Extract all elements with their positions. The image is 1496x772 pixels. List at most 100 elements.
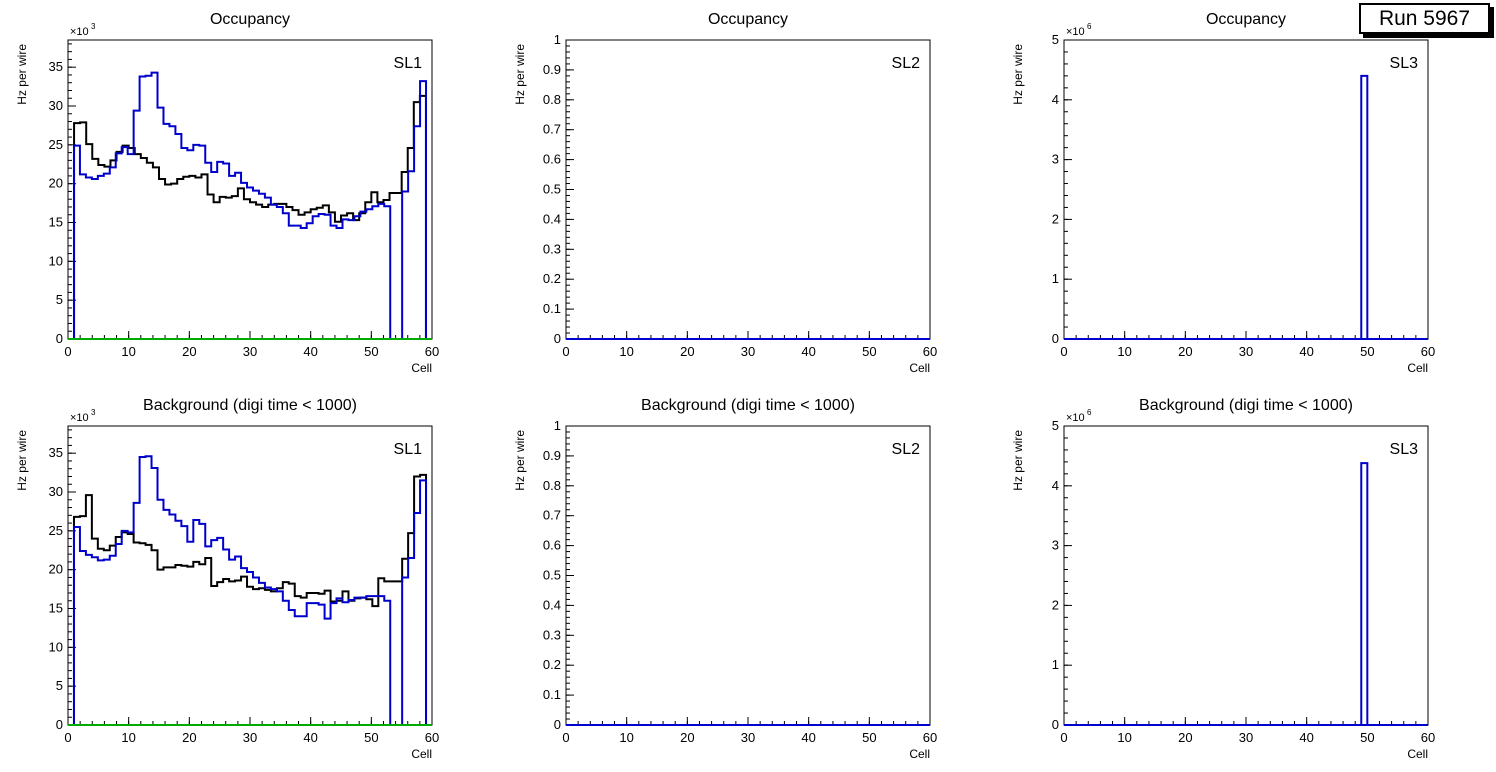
chart-title: Background (digi time < 1000) xyxy=(1139,397,1353,414)
svg-text:3: 3 xyxy=(91,408,96,417)
x-tick-label: 30 xyxy=(741,730,755,745)
y-tick-label: 0.2 xyxy=(543,271,561,286)
x-tick-label: 60 xyxy=(425,730,439,745)
svg-text:×10: ×10 xyxy=(1066,412,1085,424)
x-tick-label: 30 xyxy=(243,730,257,745)
histogram-layer-blue xyxy=(1064,462,1428,726)
x-axis-title: Cell xyxy=(411,361,432,375)
x-tick-label: 20 xyxy=(182,730,196,745)
y-tick-label: 0.9 xyxy=(543,62,561,77)
y-axis-title: Hz per wire xyxy=(15,44,29,105)
y-tick-label: 1 xyxy=(554,32,561,47)
x-tick-label: 50 xyxy=(364,344,378,359)
pad-sl1-background[interactable]: Background (digi time < 1000) ×10 3 0 5 10 15 2… xyxy=(0,386,498,772)
x-tick-label: 40 xyxy=(1299,344,1313,359)
chart-title: Occupancy xyxy=(708,11,788,28)
svg-text:6: 6 xyxy=(1087,22,1092,31)
y-axis-title: Hz per wire xyxy=(513,44,527,105)
x-tick-label: 0 xyxy=(64,344,71,359)
pad-sl2-background[interactable]: Background (digi time < 1000) 0 0.1 0.2 0.3 0… xyxy=(498,386,996,772)
x-tick-label: 0 xyxy=(562,344,569,359)
pad-sl3-occupancy[interactable]: Occupancy ×10 6 0 1 2 3 4 5 0 10 20 30 40 50 60 Cell Hz p… xyxy=(996,0,1494,386)
x-tick-label: 60 xyxy=(425,344,439,359)
x-tick-label: 20 xyxy=(680,344,694,359)
x-tick-label: 50 xyxy=(862,730,876,745)
x-tick-label: 30 xyxy=(1239,730,1253,745)
x-tick-label: 40 xyxy=(801,730,815,745)
y-tick-label: 0.8 xyxy=(543,478,561,493)
x-tick-label: 10 xyxy=(619,730,633,745)
y-tick-label: 0.7 xyxy=(543,122,561,137)
pad-sl3-background[interactable]: Background (digi time < 1000) ×10 6 0 1 2 3 4 5 0… xyxy=(996,386,1494,772)
y-tick-label: 0.9 xyxy=(543,448,561,463)
pad-sl1-occupancy[interactable]: Occupancy ×10 3 0 5 10 15 20 25 30 35 0 10 20 30 40 50 60… xyxy=(0,0,498,386)
y-tick-label: 0 xyxy=(56,331,63,346)
superlayer-label: SL2 xyxy=(892,441,921,458)
y-tick-label: 5 xyxy=(1052,418,1059,433)
svg-text:×10: ×10 xyxy=(70,26,89,38)
x-tick-label: 0 xyxy=(64,730,71,745)
x-tick-label: 60 xyxy=(923,730,937,745)
plot-frame xyxy=(565,425,931,726)
y-tick-label: 0.5 xyxy=(543,182,561,197)
y-tick-label: 20 xyxy=(49,176,63,191)
x-tick-label: 60 xyxy=(1421,730,1435,745)
x-tick-label: 30 xyxy=(243,344,257,359)
y-tick-label: 25 xyxy=(49,137,63,152)
y-tick-label: 15 xyxy=(49,601,63,616)
y-tick-label: 25 xyxy=(49,523,63,538)
histogram-layer-blue xyxy=(68,455,432,726)
y-axis-title: Hz per wire xyxy=(15,430,29,491)
y-tick-label: 4 xyxy=(1052,92,1059,107)
x-axis-title: Cell xyxy=(1407,747,1428,761)
y-tick-label: 0 xyxy=(554,717,561,732)
run-badge-label: Run 5967 xyxy=(1378,7,1471,30)
histogram-layer-black xyxy=(68,94,432,340)
superlayer-label: SL3 xyxy=(1390,441,1419,458)
y-tick-label: 0.8 xyxy=(543,92,561,107)
superlayer-label: SL1 xyxy=(394,441,423,458)
x-tick-label: 60 xyxy=(923,344,937,359)
x-axis: 0 10 20 30 40 50 60 xyxy=(562,717,937,745)
y-tick-label: 20 xyxy=(49,562,63,577)
y-tick-label: 0.6 xyxy=(543,538,561,553)
y-axis: 0 5 10 15 20 25 30 35 xyxy=(49,429,76,732)
y-tick-label: 3 xyxy=(1052,152,1059,167)
x-axis: 0 10 20 30 40 50 60 xyxy=(1060,717,1435,745)
x-axis-title: Cell xyxy=(1407,361,1428,375)
chart-title: Background (digi time < 1000) xyxy=(143,397,357,414)
run-badge[interactable]: Run 5967 xyxy=(1359,3,1490,34)
y-tick-label: 1 xyxy=(1052,271,1059,286)
plot-frame xyxy=(67,39,433,340)
y-axis: 0 1 2 3 4 5 xyxy=(1052,32,1072,346)
y-tick-label: 0 xyxy=(1052,717,1059,732)
x-axis: 0 10 20 30 40 50 60 xyxy=(562,331,937,359)
pad-sl2-occupancy[interactable]: Occupancy 0 0.1 0.2 0.3 0.4 0.5 0.6 0.7 0.8 0.9 1 0 1… xyxy=(498,0,996,386)
svg-text:×10: ×10 xyxy=(70,412,89,424)
chart-title: Background (digi time < 1000) xyxy=(641,397,855,414)
x-tick-label: 40 xyxy=(303,344,317,359)
x-tick-label: 20 xyxy=(182,344,196,359)
y-tick-label: 0.6 xyxy=(543,152,561,167)
y-tick-label: 5 xyxy=(56,292,63,307)
y-axis: 0 5 10 15 20 25 30 35 xyxy=(49,43,76,346)
x-tick-label: 50 xyxy=(1360,344,1374,359)
y-axis-title: Hz per wire xyxy=(513,430,527,491)
y-tick-label: 0 xyxy=(56,717,63,732)
x-tick-label: 30 xyxy=(1239,344,1253,359)
svg-text:×10: ×10 xyxy=(1066,26,1085,38)
x-tick-label: 40 xyxy=(303,730,317,745)
x-tick-label: 50 xyxy=(364,730,378,745)
y-tick-label: 0.4 xyxy=(543,597,561,612)
y-tick-label: 4 xyxy=(1052,478,1059,493)
y-axis: 0 0.1 0.2 0.3 0.4 0.5 0.6 0.7 0.8 0.9 1 xyxy=(543,32,574,346)
y-tick-label: 0 xyxy=(554,331,561,346)
y-tick-label: 35 xyxy=(49,445,63,460)
x-tick-label: 20 xyxy=(1178,344,1192,359)
y-tick-label: 0.4 xyxy=(543,211,561,226)
x-axis: 0 10 20 30 40 50 60 xyxy=(64,331,439,359)
chart-title: Occupancy xyxy=(1206,11,1286,28)
plot-frame xyxy=(1063,39,1429,340)
